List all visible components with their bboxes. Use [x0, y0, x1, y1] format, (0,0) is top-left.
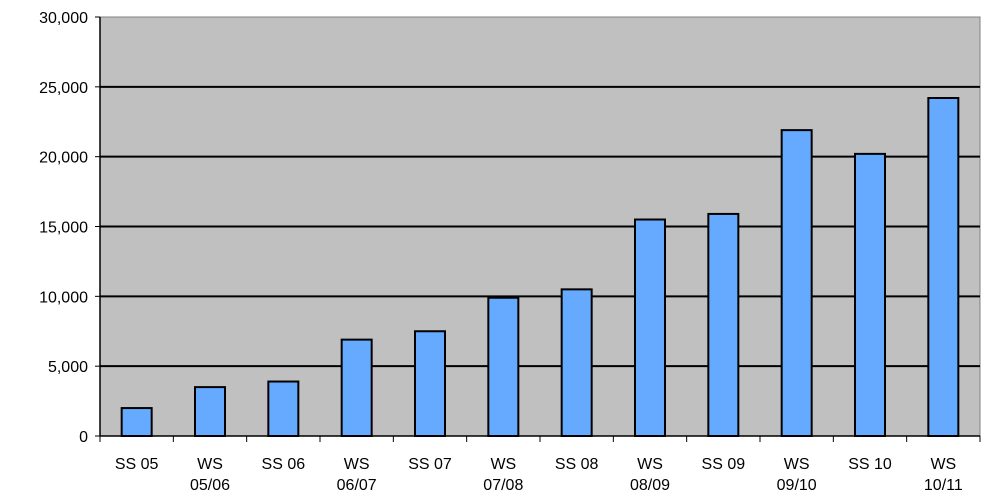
x-tick-label-line: SS 09 [702, 456, 746, 473]
x-tick-label-line: SS 08 [555, 456, 599, 473]
bar [634, 218, 666, 437]
bar [927, 97, 960, 438]
bar [414, 330, 446, 437]
bar [780, 129, 813, 437]
x-tick-label: SS 05 [115, 456, 159, 473]
x-tick-label-line: WS [784, 456, 810, 473]
x-tick-label-line: WS [930, 456, 956, 473]
x-tick-label-line: 05/06 [190, 477, 230, 494]
bar [340, 338, 373, 438]
gridlines [95, 16, 980, 437]
x-tick-label: SS 09 [702, 456, 746, 473]
x-tick-label-line: 07/08 [483, 477, 523, 494]
bars [120, 97, 960, 438]
bar [487, 296, 520, 438]
bar [854, 152, 886, 438]
y-tick-label: 10,000 [39, 289, 88, 306]
x-tick-label: SS 08 [555, 456, 599, 473]
y-tick-label: 30,000 [39, 10, 88, 27]
bar [560, 288, 593, 437]
bar [120, 407, 153, 438]
y-tick-label: 20,000 [39, 150, 88, 167]
x-tick-label-line: SS 05 [115, 456, 159, 473]
y-tick-label: 25,000 [39, 80, 88, 97]
y-tick-label: 15,000 [39, 220, 88, 237]
x-tick-label-line: WS [490, 456, 516, 473]
x-tick-label-line: SS 10 [848, 456, 892, 473]
x-tick-label: WS 08/09 [630, 456, 670, 494]
x-tick-label: SS 07 [408, 456, 452, 473]
x-tick-label: WS 09/10 [777, 456, 817, 494]
y-axis-tick-labels: 0 5,000 10,000 15,000 20,000 25,000 30,000 [39, 10, 88, 446]
x-tick-label: WS 10/11 [924, 456, 963, 494]
axes [99, 17, 981, 442]
x-tick-label: WS 07/08 [483, 456, 523, 494]
x-tick-label-line: 06/07 [337, 477, 377, 494]
x-tick-label: WS 06/07 [337, 456, 377, 494]
x-tick-label-line: 10/11 [924, 477, 963, 494]
bar [707, 212, 740, 437]
x-tick-label-line: WS [197, 456, 223, 473]
x-tick-label: SS 10 [848, 456, 892, 473]
x-tick-label-line: 08/09 [630, 477, 670, 494]
x-axis-tick-labels: SS 05 WS 05/06 SS 06 WS 06/07 SS 07 WS 07/08 SS 0… [115, 456, 963, 494]
x-tick-label-line: SS 07 [408, 456, 452, 473]
x-tick-label: WS 05/06 [190, 456, 230, 494]
x-tick-label-line: WS [637, 456, 663, 473]
x-tick-label-line: WS [344, 456, 370, 473]
bar [194, 386, 226, 438]
bar [267, 380, 300, 437]
x-tick-label-line: 09/10 [777, 477, 817, 494]
x-tick-label-line: SS 06 [262, 456, 306, 473]
x-tick-label: SS 06 [262, 456, 306, 473]
y-tick-label: 0 [79, 429, 88, 446]
y-tick-label: 5,000 [48, 359, 88, 376]
